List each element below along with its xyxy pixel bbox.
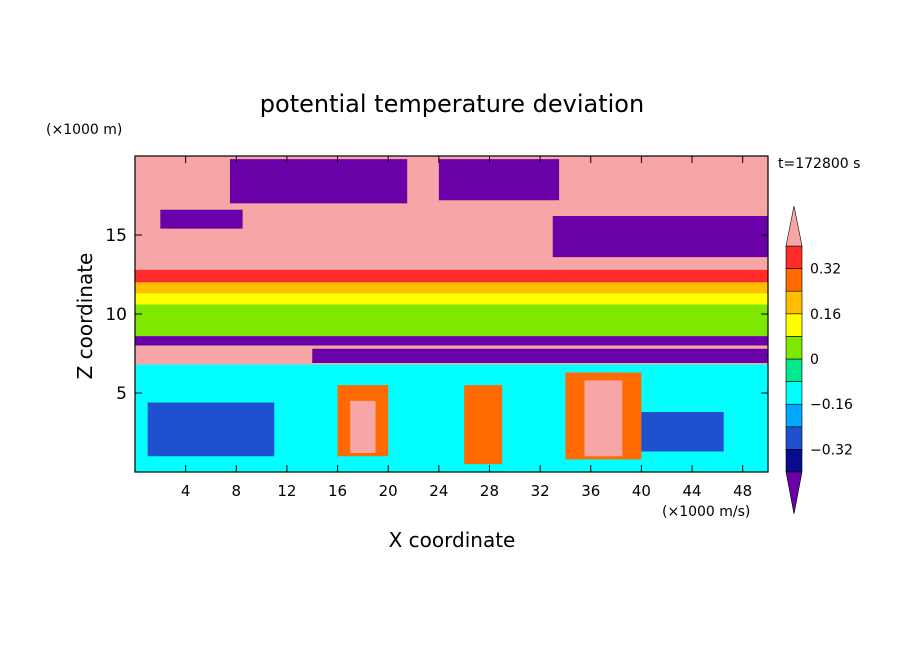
x-tick-label: 28 — [480, 482, 499, 500]
contour-region — [641, 411, 724, 452]
x-tick-label: 8 — [232, 482, 242, 500]
contour-region — [160, 209, 243, 229]
x-tick-label: 20 — [379, 482, 398, 500]
contour-region — [147, 402, 275, 457]
x-unit-label: (×1000 m/s) — [662, 504, 750, 520]
colorbar: 0.32 0.16 0 −0.16 −0.32 — [785, 205, 853, 515]
y-unit-label: (×1000 m) — [46, 122, 122, 138]
contour-region — [350, 400, 376, 454]
plot-area — [135, 156, 768, 472]
contour-region — [584, 380, 623, 457]
x-tick-label: 16 — [328, 482, 347, 500]
colorbar-segment — [785, 358, 803, 382]
x-tick-label: 4 — [181, 482, 191, 500]
contour-band — [135, 304, 768, 337]
colorbar-segment — [785, 336, 803, 360]
y-tick-label: 10 — [105, 305, 127, 325]
contour-region — [464, 385, 503, 465]
colorbar-tick-label: −0.16 — [810, 397, 853, 413]
time-label: t=172800 s — [778, 156, 860, 172]
y-axis: 5 10 15 — [105, 226, 768, 404]
y-axis-label: Z coordinate — [73, 253, 97, 380]
colorbar-segment — [785, 313, 803, 337]
x-tick-label: 40 — [632, 482, 651, 500]
colorbar-extend-top — [785, 205, 803, 247]
contour-region — [229, 159, 408, 204]
colorbar-segment — [785, 268, 803, 292]
x-axis: 4 8 12 16 20 24 28 32 36 40 44 48 — [181, 156, 752, 500]
colorbar-segment — [785, 449, 803, 473]
colorbar-segment — [785, 403, 803, 428]
colorbar-tick-label: 0.16 — [810, 307, 841, 323]
contour-region — [552, 216, 768, 258]
x-tick-label: 48 — [733, 482, 752, 500]
contour-band — [135, 282, 768, 294]
x-tick-label: 12 — [277, 482, 296, 500]
x-tick-label: 32 — [531, 482, 550, 500]
contour-band — [135, 336, 768, 346]
x-tick-label: 24 — [429, 482, 448, 500]
chart-title: potential temperature deviation — [260, 90, 644, 118]
colorbar-tick-label: 0.32 — [810, 262, 841, 278]
colorbar-segment — [785, 426, 803, 450]
x-tick-label: 36 — [581, 482, 600, 500]
contour-region — [438, 159, 560, 201]
x-tick-label: 44 — [682, 482, 701, 500]
colorbar-segment — [785, 381, 803, 405]
contour-band — [135, 269, 768, 283]
contour-band — [135, 293, 768, 305]
y-tick-label: 5 — [116, 384, 127, 404]
y-tick-label: 15 — [105, 226, 127, 246]
contour-region — [312, 348, 768, 363]
colorbar-tick-label: −0.32 — [810, 442, 853, 458]
x-axis-label: X coordinate — [389, 528, 516, 552]
colorbar-segment — [785, 245, 803, 269]
colorbar-extend-bottom — [785, 471, 803, 515]
colorbar-segment — [785, 290, 803, 315]
colorbar-tick-label: 0 — [810, 352, 819, 368]
